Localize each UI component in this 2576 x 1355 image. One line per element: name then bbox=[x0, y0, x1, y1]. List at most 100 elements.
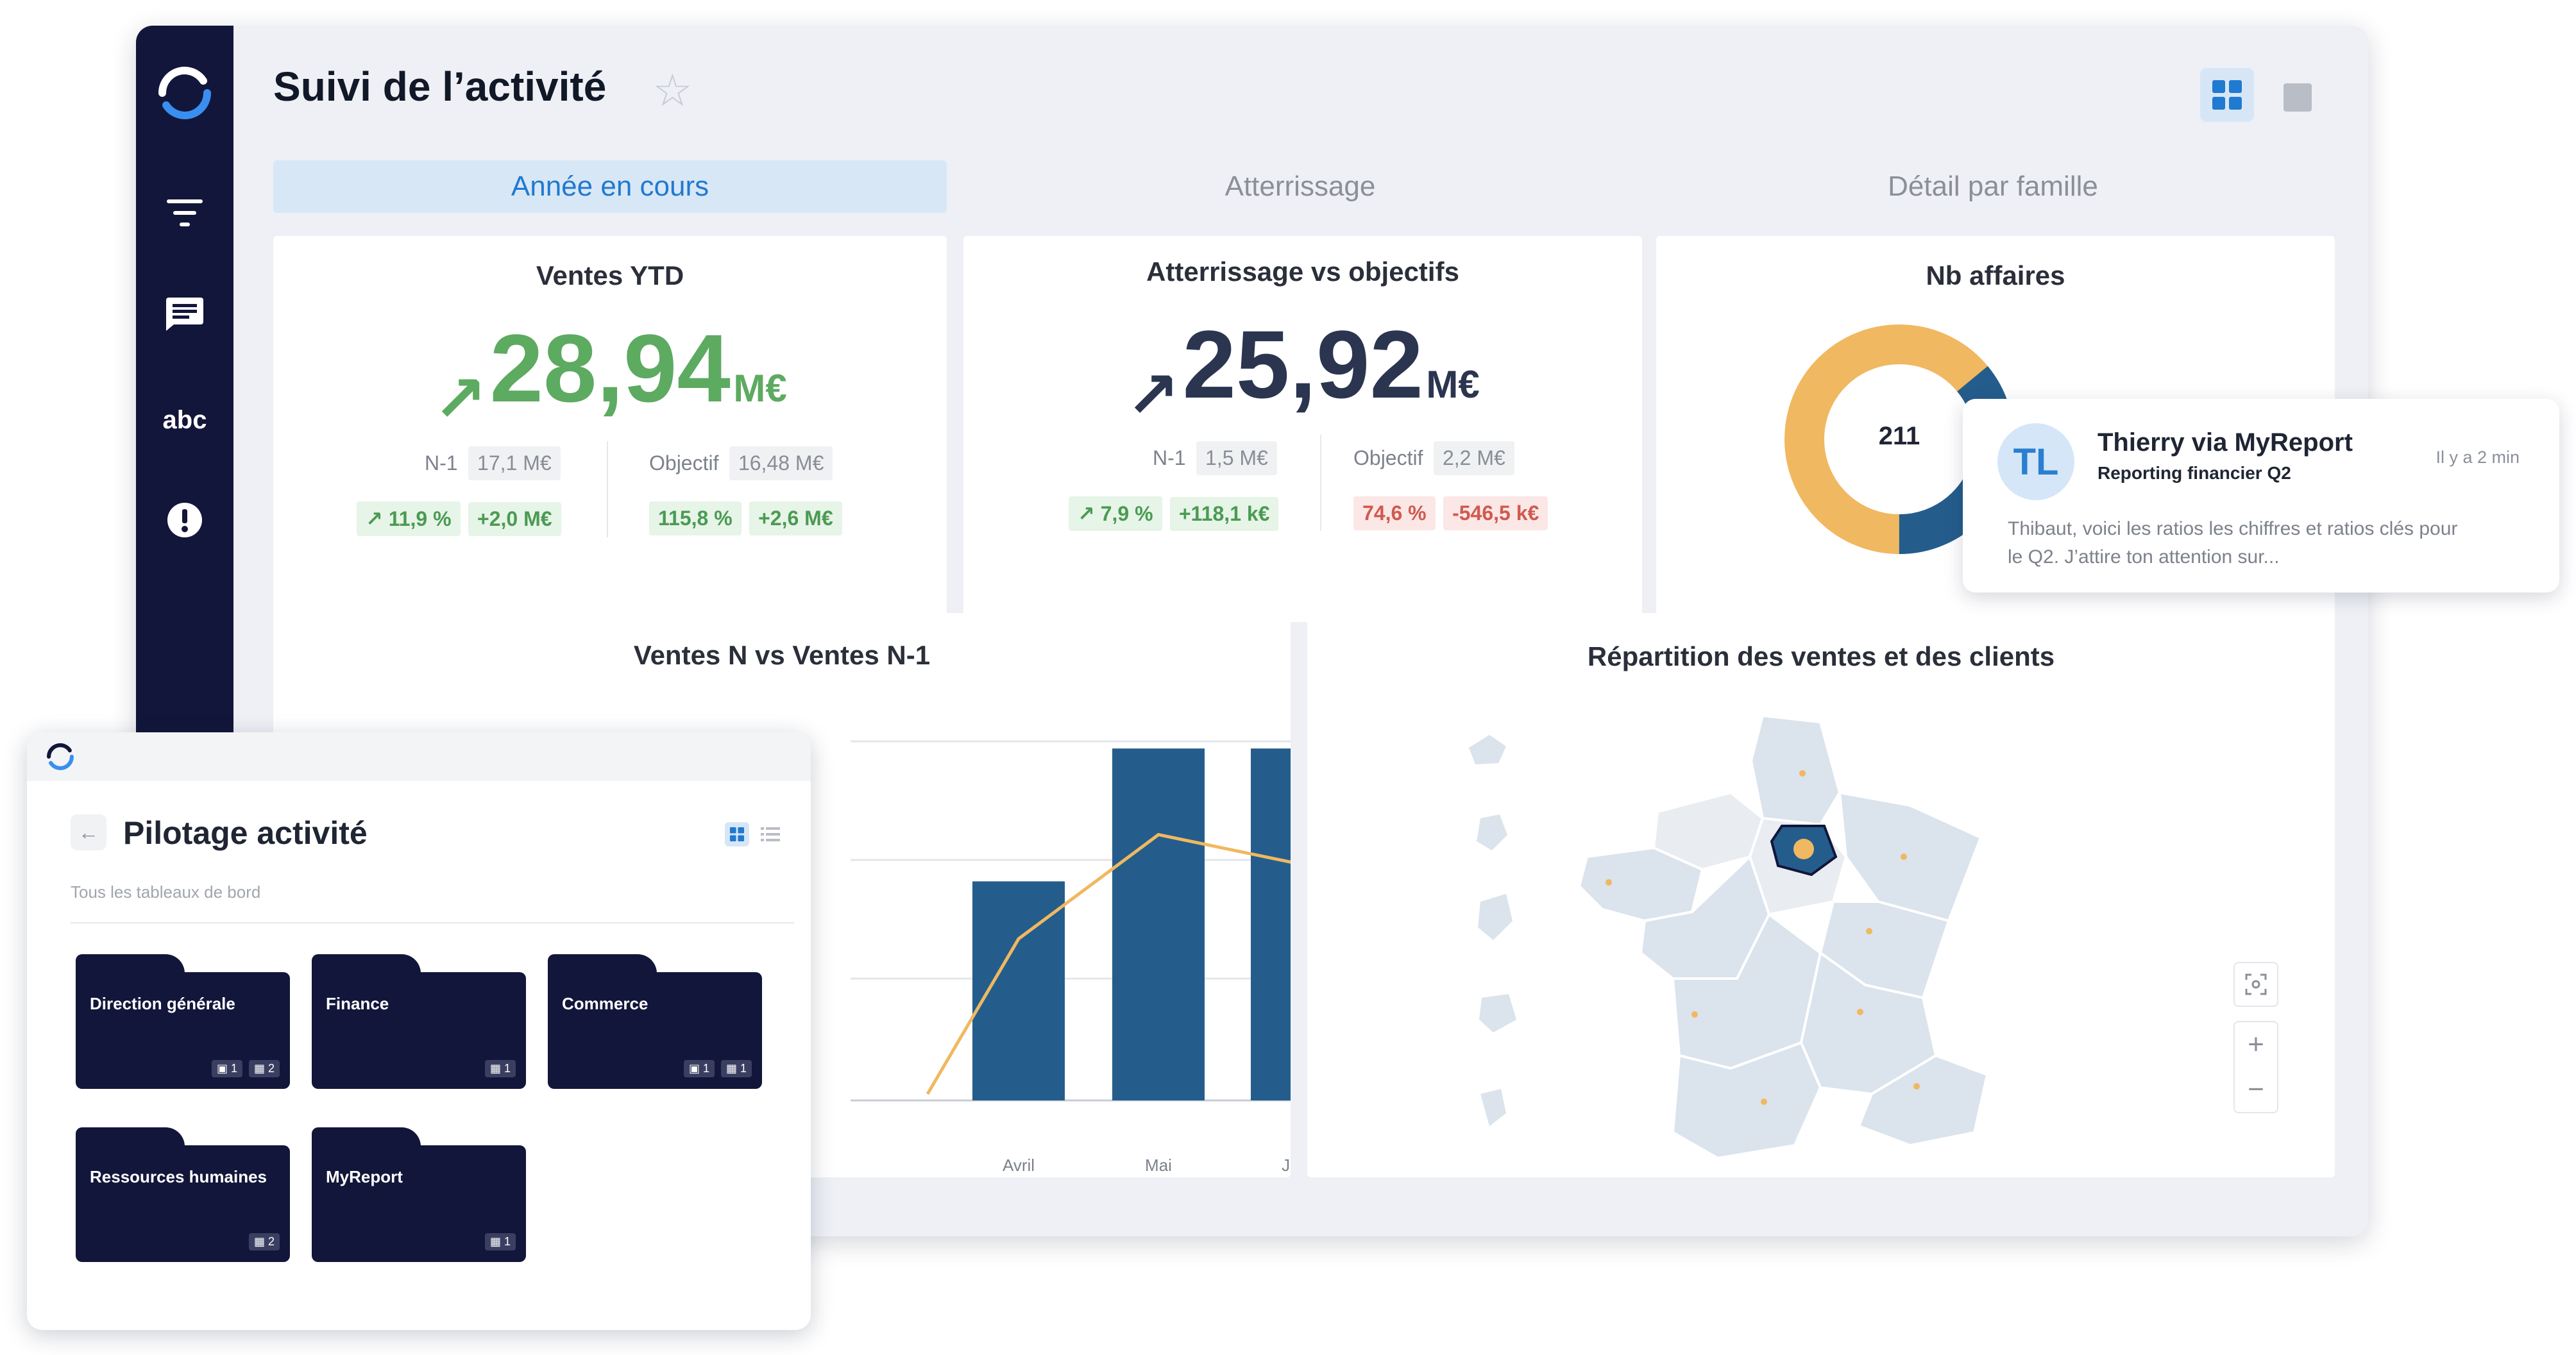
map-marker bbox=[1799, 770, 1806, 777]
chip-percent: ↗ 7,9 % bbox=[1069, 496, 1162, 531]
objective-value: 2,2 M€ bbox=[1433, 441, 1514, 475]
text-tool[interactable]: abc bbox=[162, 405, 207, 434]
map-region-overseas bbox=[1469, 735, 1506, 764]
kpi-card-ventes-ytd: Ventes YTD ↗ 28,94 M€ N-1 17,1 M€ Object… bbox=[273, 236, 947, 622]
folder-label: Finance bbox=[326, 994, 389, 1013]
map-marker bbox=[1866, 928, 1872, 934]
folder-commerce[interactable]: Commerce ▣ 1 ▦ 1 bbox=[548, 954, 762, 1089]
comment-icon[interactable] bbox=[136, 285, 233, 342]
chip-objective-percent: 74,6 % bbox=[1353, 496, 1436, 530]
map-region-hauts-de-france bbox=[1749, 714, 1842, 827]
chip-objective-percent: 115,8 % bbox=[649, 501, 741, 535]
notification-body-line2: le Q2. J’attire ton attention sur... bbox=[2008, 546, 2280, 568]
folder-direction-generale[interactable]: Direction générale ▣ 1 ▦ 2 bbox=[76, 954, 290, 1089]
donut-center-value: 211 bbox=[1878, 422, 1920, 450]
single-view-button[interactable] bbox=[2284, 83, 2312, 112]
kpi-unit: M€ bbox=[1426, 363, 1480, 406]
back-button[interactable]: ← bbox=[71, 814, 106, 850]
notification-time: Il y a 2 min bbox=[2436, 448, 2520, 467]
folder-badges: ▣ 1 ▦ 2 bbox=[211, 1060, 280, 1077]
grid-icon bbox=[729, 827, 745, 842]
folder-label: Ressources humaines bbox=[90, 1167, 267, 1186]
alert-icon[interactable] bbox=[136, 491, 233, 549]
map-region-auvergne bbox=[1799, 950, 1938, 1096]
map-region-overseas bbox=[1477, 814, 1507, 850]
overlay-title: Pilotage activité bbox=[123, 815, 368, 851]
folder-label: Direction générale bbox=[90, 994, 235, 1013]
overlay-subtitle: Tous les tableaux de bord bbox=[71, 882, 261, 902]
list-view-icon[interactable] bbox=[761, 825, 780, 847]
chip-objective-delta: -546,5 k€ bbox=[1443, 496, 1548, 530]
logo-icon bbox=[46, 743, 74, 774]
report-count-badge: ▣ 1 bbox=[211, 1060, 242, 1077]
kpi-unit: M€ bbox=[733, 367, 787, 410]
divider bbox=[1320, 435, 1321, 531]
dashboard-count-badge: ▦ 2 bbox=[248, 1233, 280, 1250]
kpi-card-atterrissage: Atterrissage vs objectifs ↗ 25,92 M€ N-1… bbox=[963, 236, 1642, 622]
zoom-in-button[interactable]: + bbox=[2248, 1029, 2264, 1060]
card-title: Atterrissage vs objectifs bbox=[1146, 257, 1459, 287]
folder-myreport[interactable]: MyReport ▦ 1 bbox=[312, 1127, 526, 1262]
folder-ressources-humaines[interactable]: Ressources humaines ▦ 2 bbox=[76, 1127, 290, 1262]
map-marker bbox=[1761, 1098, 1767, 1105]
zoom-out-button[interactable]: − bbox=[2248, 1073, 2264, 1105]
notification-card[interactable]: TL Thierry via MyReport Reporting financ… bbox=[1963, 399, 2559, 593]
folder-label: Commerce bbox=[562, 994, 648, 1013]
map-marker bbox=[1857, 1009, 1863, 1015]
bar-juin bbox=[1251, 748, 1291, 1100]
chip-delta: +2,0 M€ bbox=[468, 502, 561, 536]
tab-annee-en-cours[interactable]: Année en cours bbox=[273, 160, 947, 213]
arrow-up-right-icon: ↗ bbox=[433, 363, 487, 435]
tab-detail-par-famille[interactable]: Détail par famille bbox=[1888, 171, 2098, 202]
x-tick-label: Juin bbox=[1282, 1156, 1291, 1175]
arrow-up-right-icon: ↗ bbox=[1126, 359, 1180, 432]
kpi-value-row: ↗ 25,92 M€ bbox=[963, 309, 1642, 432]
map-marker bbox=[1691, 1011, 1698, 1018]
grid-view-button[interactable] bbox=[2200, 68, 2254, 122]
dashboard-count-badge: ▦ 1 bbox=[720, 1060, 752, 1077]
report-count-badge: ▣ 1 bbox=[683, 1060, 715, 1077]
folder-label: MyReport bbox=[326, 1167, 403, 1186]
n1-row: N-1 1,5 M€ bbox=[1153, 441, 1277, 475]
notification-sender: Thierry via MyReport bbox=[2097, 428, 2353, 457]
map-card: Répartition des ventes et des clients bbox=[1307, 613, 2335, 1177]
folder-finance[interactable]: Finance ▦ 1 bbox=[312, 954, 526, 1089]
objective-value: 16,48 M€ bbox=[729, 446, 833, 480]
n1-value: 1,5 M€ bbox=[1196, 441, 1277, 475]
filter-icon[interactable] bbox=[136, 184, 233, 242]
series-line-n1 bbox=[926, 832, 1291, 1095]
dashboard-count-badge: ▦ 2 bbox=[248, 1060, 280, 1077]
objective-row: Objectif 2,2 M€ bbox=[1353, 441, 1514, 475]
divider bbox=[71, 922, 794, 923]
pilotage-window: ← Pilotage activité Tous les tableaux de… bbox=[27, 732, 811, 1330]
card-title: Ventes N vs Ventes N-1 bbox=[633, 640, 931, 670]
map-recenter-button[interactable] bbox=[2233, 962, 2278, 1007]
kpi-value: 25,92 bbox=[1182, 310, 1423, 418]
page-title: Suivi de l’activité bbox=[273, 63, 607, 110]
x-tick-label: Avril bbox=[1003, 1156, 1035, 1175]
map-region-occitanie bbox=[1671, 1041, 1822, 1160]
map-marker bbox=[1901, 854, 1907, 860]
focus-icon bbox=[2245, 973, 2267, 995]
n1-value: 17,1 M€ bbox=[468, 446, 561, 480]
variation-chips: ↗ 7,9 % +118,1 k€ bbox=[1069, 496, 1279, 531]
dashboard-count-badge: ▦ 1 bbox=[484, 1060, 516, 1077]
folder-badges: ▦ 1 bbox=[484, 1233, 516, 1250]
variation-chips: ↗ 11,9 % +2,0 M€ bbox=[357, 501, 561, 536]
chip-delta: +118,1 k€ bbox=[1169, 497, 1279, 531]
tab-atterrissage[interactable]: Atterrissage bbox=[1224, 171, 1376, 202]
notification-body-line1: Thibaut, voici les ratios les chiffres e… bbox=[2008, 518, 2458, 539]
map-region-paca bbox=[1857, 1054, 1989, 1147]
favorite-star-icon[interactable]: ☆ bbox=[652, 65, 693, 115]
chip-objective-delta: +2,6 M€ bbox=[749, 501, 842, 535]
grid-icon bbox=[2212, 80, 2242, 110]
map-region-overseas bbox=[1479, 994, 1516, 1032]
card-title: Répartition des ventes et des clients bbox=[1587, 641, 2055, 671]
bar-mai bbox=[1112, 748, 1205, 1100]
logo-icon[interactable] bbox=[136, 64, 233, 122]
chip-percent: ↗ 11,9 % bbox=[357, 501, 461, 536]
folder-badges: ▦ 2 bbox=[248, 1233, 280, 1250]
n1-label: N-1 bbox=[425, 451, 458, 475]
objective-row: Objectif 16,48 M€ bbox=[649, 446, 833, 480]
grid-view-button[interactable] bbox=[725, 822, 749, 846]
